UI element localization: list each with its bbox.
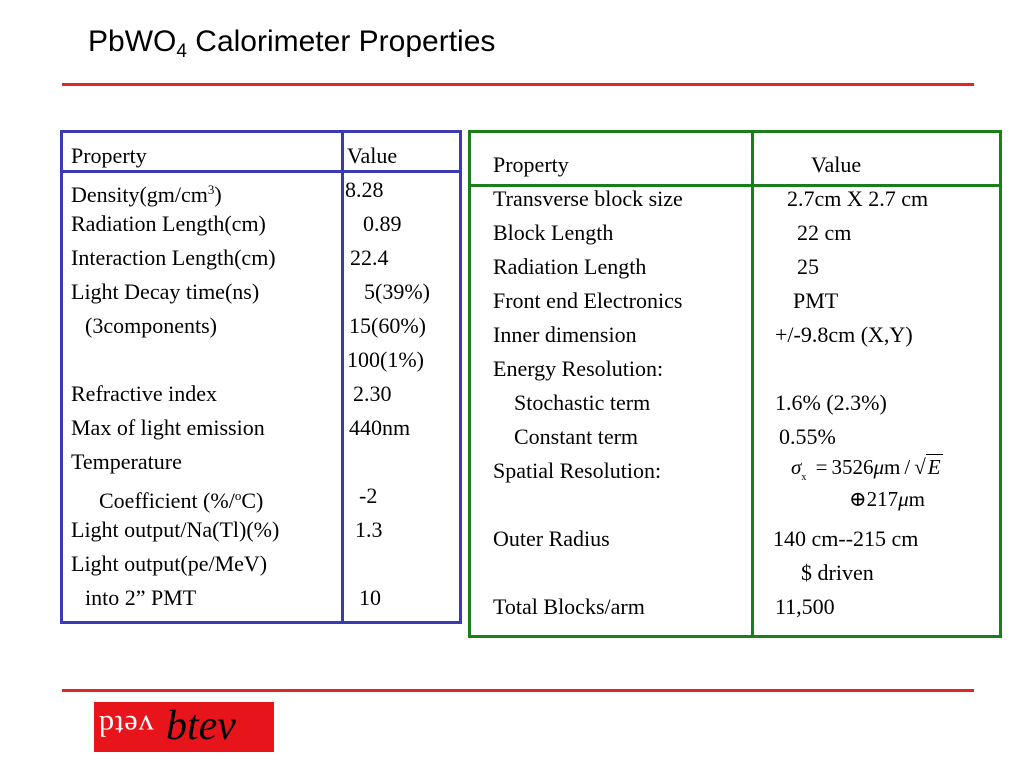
row-property: Light Decay time(ns) — [71, 279, 260, 304]
row-property: Block Length — [493, 220, 614, 245]
row-value: PMT — [793, 288, 839, 313]
row-property: Inner dimension — [493, 322, 637, 347]
row-property: Refractive index — [71, 381, 217, 406]
row-property: Max of light emission — [71, 415, 265, 440]
header-value: Value — [347, 143, 398, 168]
row-value: 8.28 — [345, 177, 384, 202]
row-value: 100(1%) — [347, 347, 424, 372]
row-property: Total Blocks/arm — [493, 594, 645, 619]
header-value: Value — [811, 152, 862, 177]
row-value: $ driven — [801, 560, 874, 585]
calorimeter-geometry-table: Property Value Transverse block size 2.7… — [468, 130, 1002, 638]
header-divider — [471, 184, 999, 187]
row-property: Transverse block size — [493, 186, 683, 211]
row-value: 2.7cm X 2.7 cm — [787, 186, 929, 211]
header-property: Property — [71, 143, 147, 168]
row-value: 2.30 — [353, 381, 392, 406]
row-property: Stochastic term — [514, 390, 651, 415]
header-property: Property — [493, 152, 569, 177]
row-property: Spatial Resolution: — [493, 458, 662, 483]
spatial-resolution-formula: σx = 3526μm / √E — [791, 454, 943, 483]
row-property: Coefficient (%/oC) — [99, 488, 264, 513]
row-property: Radiation Length — [493, 254, 647, 279]
row-value: 22.4 — [350, 245, 389, 270]
row-value: 440nm — [349, 415, 411, 440]
row-value: 15(60%) — [349, 313, 426, 338]
header-divider — [63, 170, 459, 173]
row-property: Constant term — [514, 424, 639, 449]
row-value: 0.55% — [779, 424, 836, 449]
row-value: 11,500 — [775, 594, 835, 619]
row-property: Light output/Na(Tl)(%) — [71, 517, 280, 542]
row-property: Light output(pe/MeV) — [71, 551, 268, 576]
top-divider — [62, 83, 974, 86]
row-value: 10 — [359, 585, 381, 610]
row-property: Radiation Length(cm) — [71, 211, 266, 236]
spatial-resolution-constant: ⊕217μm — [849, 487, 925, 511]
row-value: 1.3 — [355, 517, 383, 542]
row-value: 25 — [797, 254, 819, 279]
btev-logo: vetd btev — [94, 702, 274, 752]
row-property: (3components) — [85, 313, 217, 338]
row-value: 0.89 — [363, 211, 402, 236]
logo-main-text: btev — [166, 703, 236, 749]
row-property: Density(gm/cm3) — [71, 182, 222, 207]
row-property: Interaction Length(cm) — [71, 245, 276, 270]
row-value: 140 cm--215 cm — [773, 526, 919, 551]
row-property: Front end Electronics — [493, 288, 683, 313]
row-value: -2 — [359, 483, 378, 508]
row-property: into 2” PMT — [85, 585, 197, 610]
pbwo4-crystal-properties-table: Property Value Density(gm/cm3) 8.28 Radi… — [60, 130, 462, 624]
row-value: 22 cm — [797, 220, 852, 245]
row-value: 5(39%) — [364, 279, 430, 304]
row-property: Temperature — [71, 449, 182, 474]
logo-mirror-text: vetd — [98, 709, 154, 742]
row-value: +/-9.8cm (X,Y) — [775, 322, 913, 347]
row-value: 1.6% (2.3%) — [775, 390, 887, 415]
row-property: Energy Resolution: — [493, 356, 664, 381]
row-property: Outer Radius — [493, 526, 610, 551]
column-divider — [751, 133, 754, 635]
bottom-divider — [62, 689, 974, 692]
page-title: PbWO4 Calorimeter Properties — [88, 25, 496, 62]
column-divider — [341, 133, 344, 621]
